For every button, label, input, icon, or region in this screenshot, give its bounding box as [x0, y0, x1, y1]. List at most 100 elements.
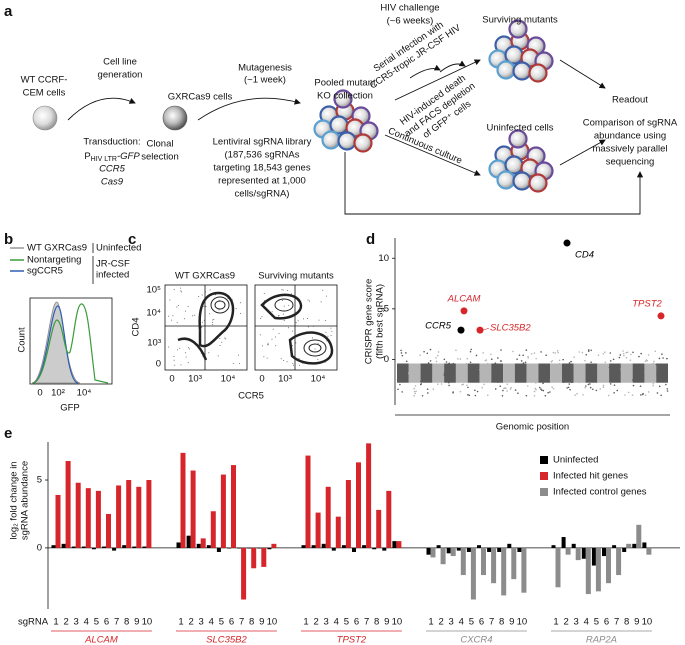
- background-gene-dot: [579, 372, 581, 374]
- background-gene-dot: [587, 349, 590, 351]
- event-dot: [295, 322, 297, 324]
- background-gene-dot: [567, 386, 570, 389]
- bar: [126, 480, 132, 548]
- y-tick-label: 5: [37, 475, 42, 486]
- event-dot: [281, 289, 283, 291]
- event-dot: [200, 326, 202, 328]
- x-tick-label: 3: [449, 617, 454, 628]
- event-dot: [235, 308, 237, 310]
- bar: [606, 547, 611, 584]
- label: CEM cells: [23, 88, 66, 99]
- x-tick-label: 5: [219, 617, 224, 628]
- label: P: [84, 151, 90, 162]
- background-gene-dot: [467, 394, 469, 396]
- background-gene-dot: [551, 359, 554, 362]
- background-gene-dot: [406, 379, 409, 381]
- background-genes: [656, 363, 668, 383]
- event-dot: [295, 342, 297, 344]
- background-gene-dot: [535, 382, 537, 384]
- bar: [622, 547, 627, 552]
- legend-swatch: [540, 488, 548, 496]
- background-genes: [397, 363, 409, 383]
- background-gene-dot: [451, 380, 454, 382]
- background-gene-dot: [578, 376, 581, 378]
- event-dot: [203, 319, 205, 321]
- background-gene-dot: [475, 354, 478, 357]
- event-dot: [302, 362, 304, 364]
- event-dot: [212, 324, 214, 326]
- background-gene-dot: [448, 381, 450, 384]
- label: Lentiviral sgRNA library: [213, 137, 312, 148]
- bar: [386, 490, 392, 548]
- background-gene-dot: [653, 360, 655, 363]
- background-gene-dot: [610, 375, 613, 377]
- background-gene-dot: [607, 394, 610, 397]
- background-gene-dot: [666, 390, 669, 392]
- x-tick-label: 4: [84, 617, 89, 628]
- background-gene-dot: [461, 383, 463, 386]
- background-gene-dot: [435, 360, 438, 363]
- label: Clonal: [147, 139, 174, 150]
- arrow: [384, 134, 481, 176]
- event-dot: [223, 297, 225, 299]
- background-gene-dot: [647, 354, 650, 356]
- event-dot: [177, 349, 179, 351]
- panel-label: b: [4, 231, 13, 248]
- background-gene-dot: [587, 369, 590, 372]
- background-gene-dot: [503, 387, 505, 390]
- background-gene-dot: [609, 383, 612, 385]
- y-tick-label: 10: [378, 253, 389, 264]
- bar: [426, 547, 431, 555]
- background-gene-dot: [474, 376, 476, 379]
- x-tick-label: 8: [624, 617, 629, 628]
- background-gene-dot: [413, 390, 416, 393]
- plot-frame: [254, 284, 338, 371]
- background-gene-dot: [555, 375, 557, 378]
- bar: [311, 545, 316, 548]
- background-gene-dot: [455, 349, 457, 352]
- background-genes: [491, 363, 504, 383]
- bar: [206, 545, 211, 548]
- bar: [341, 545, 346, 548]
- background-gene-dot: [401, 354, 404, 357]
- tick-label: 10⁴: [311, 374, 326, 385]
- background-gene-dot: [419, 354, 421, 356]
- background-gene-dot: [429, 348, 432, 351]
- x-tick-label: 9: [509, 617, 514, 628]
- background-gene-dot: [619, 354, 622, 356]
- background-gene-dot: [647, 391, 650, 393]
- background-gene-dot: [538, 386, 541, 389]
- event-dot: [202, 355, 204, 357]
- background-gene-dot: [506, 371, 509, 374]
- background-gene-dot: [547, 391, 549, 394]
- background-gene-dot: [545, 354, 547, 356]
- background-gene-dot: [581, 351, 584, 354]
- event-dot: [225, 338, 227, 340]
- gene-point: [457, 326, 465, 334]
- event-dot: [201, 321, 203, 323]
- background-gene-dot: [469, 368, 472, 371]
- event-dot: [168, 346, 170, 348]
- background-gene-dot: [458, 377, 461, 379]
- background-gene-dot: [597, 354, 600, 357]
- label: generation: [98, 70, 143, 81]
- background-gene-dot: [443, 374, 445, 376]
- label: represented at 1,000: [218, 176, 306, 187]
- x-tick-label: 9: [259, 617, 264, 628]
- background-gene-dot: [633, 371, 636, 373]
- bar: [636, 524, 642, 548]
- background-gene-dot: [522, 354, 525, 357]
- event-dot: [219, 345, 221, 347]
- event-dot: [286, 361, 288, 363]
- bar: [595, 547, 601, 592]
- bar: [122, 545, 127, 548]
- x-tick-label: 10: [642, 617, 653, 628]
- background-gene-dot: [514, 389, 517, 391]
- bar: [446, 547, 451, 554]
- event-dot: [183, 318, 185, 320]
- label: Mutagenesis: [238, 63, 292, 74]
- x-tick-label: 4: [209, 617, 214, 628]
- background-gene-dot: [570, 375, 573, 378]
- axis-label: GFP: [60, 403, 80, 414]
- background-gene-dot: [544, 394, 547, 397]
